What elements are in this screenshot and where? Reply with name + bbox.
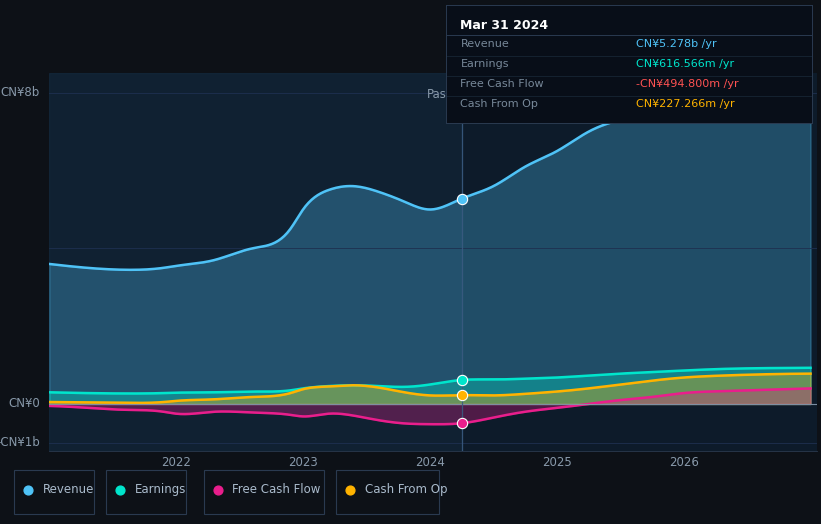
Text: Earnings: Earnings	[461, 59, 509, 69]
Text: CN¥0: CN¥0	[8, 398, 40, 410]
Text: CN¥5.278b /yr: CN¥5.278b /yr	[636, 39, 717, 49]
Text: Free Cash Flow: Free Cash Flow	[232, 484, 321, 496]
Text: Past: Past	[427, 89, 452, 102]
FancyBboxPatch shape	[204, 470, 324, 514]
Text: -CN¥494.800m /yr: -CN¥494.800m /yr	[636, 79, 739, 89]
Point	[113, 486, 127, 494]
Point	[455, 391, 468, 399]
Point	[455, 419, 468, 428]
Text: Revenue: Revenue	[43, 484, 94, 496]
Bar	[49, 73, 461, 451]
Text: Cash From Op: Cash From Op	[365, 484, 447, 496]
Text: Revenue: Revenue	[461, 39, 509, 49]
Text: CN¥616.566m /yr: CN¥616.566m /yr	[636, 59, 734, 69]
Text: Mar 31 2024: Mar 31 2024	[461, 19, 548, 32]
Text: Earnings: Earnings	[135, 484, 186, 496]
Text: Cash From Op: Cash From Op	[461, 99, 539, 110]
Text: Free Cash Flow: Free Cash Flow	[461, 79, 544, 89]
Point	[343, 486, 356, 494]
FancyBboxPatch shape	[106, 470, 186, 514]
Point	[212, 486, 225, 494]
Text: Analysts Forecasts: Analysts Forecasts	[472, 89, 581, 102]
Point	[22, 486, 34, 494]
Point	[455, 194, 468, 203]
Text: CN¥8b: CN¥8b	[1, 86, 40, 100]
Point	[455, 376, 468, 384]
Text: -CN¥1b: -CN¥1b	[0, 436, 40, 450]
FancyBboxPatch shape	[336, 470, 439, 514]
Text: CN¥227.266m /yr: CN¥227.266m /yr	[636, 99, 735, 110]
FancyBboxPatch shape	[14, 470, 94, 514]
